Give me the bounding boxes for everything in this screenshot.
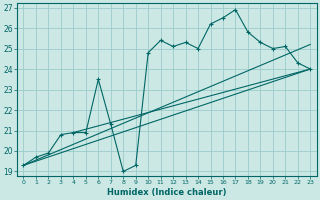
X-axis label: Humidex (Indice chaleur): Humidex (Indice chaleur) [107, 188, 227, 197]
